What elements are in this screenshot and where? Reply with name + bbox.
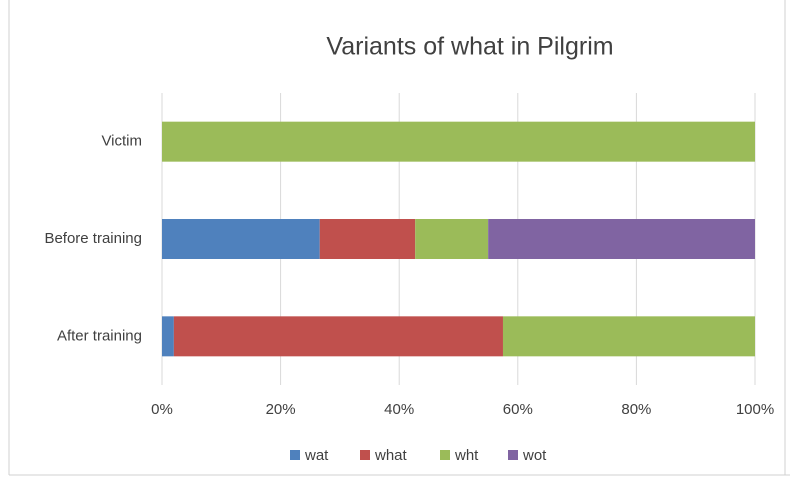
y-tick-label: Victim — [101, 133, 142, 150]
bar-segment — [173, 316, 503, 357]
bar-segment — [415, 219, 489, 259]
x-tick-label: 40% — [384, 401, 414, 418]
chart-title: Variants of what in Pilgrim — [326, 33, 613, 61]
x-tick-label: 0% — [151, 401, 173, 418]
x-tick-label: 100% — [736, 401, 774, 418]
bar-segment — [162, 121, 755, 162]
x-tick-label: 80% — [621, 401, 651, 418]
legend-label: wot — [522, 447, 547, 464]
y-tick-label: After training — [57, 327, 142, 344]
legend-swatch — [290, 450, 300, 460]
x-tick-label: 60% — [503, 401, 533, 418]
bar-segment — [162, 316, 174, 357]
bar-segment — [319, 219, 416, 259]
bar-segment — [502, 316, 755, 357]
y-tick-label: Before training — [44, 230, 142, 247]
legend-swatch — [360, 450, 370, 460]
bar-segment — [162, 219, 320, 259]
legend-label: wat — [304, 447, 329, 464]
x-tick-label: 20% — [266, 401, 296, 418]
legend-swatch — [440, 450, 450, 460]
legend-swatch — [508, 450, 518, 460]
bar-segment — [488, 219, 755, 259]
legend-label: wht — [454, 447, 479, 464]
legend-label: what — [374, 447, 408, 464]
